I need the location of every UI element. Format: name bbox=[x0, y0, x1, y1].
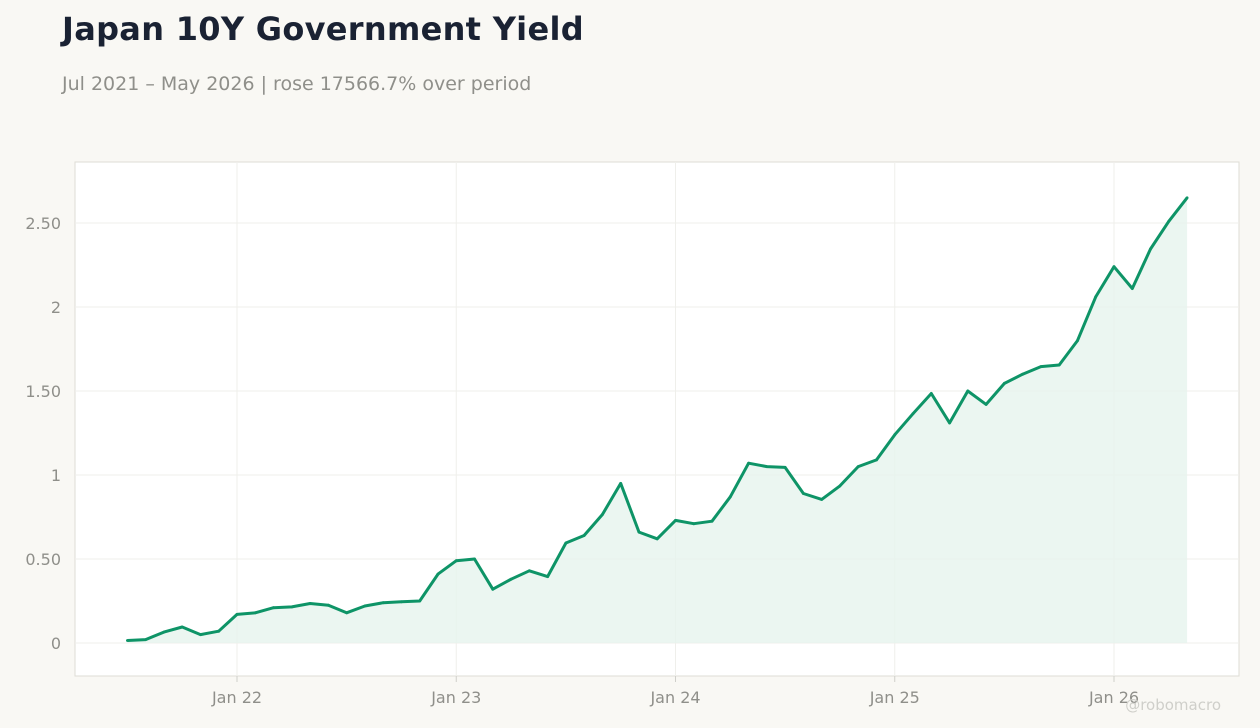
data-point bbox=[948, 421, 951, 425]
data-point bbox=[308, 602, 312, 605]
data-point bbox=[875, 458, 878, 462]
data-point bbox=[601, 513, 604, 516]
data-point bbox=[527, 569, 531, 573]
data-point bbox=[856, 465, 860, 468]
data-point bbox=[235, 613, 239, 616]
watermark: @robomacro bbox=[1125, 696, 1221, 714]
data-point bbox=[1076, 339, 1079, 342]
data-point bbox=[747, 461, 750, 465]
y-tick-label: 0 bbox=[51, 634, 61, 653]
data-point bbox=[984, 403, 988, 406]
x-tick-label: Jan 26 bbox=[1088, 688, 1139, 707]
data-point bbox=[966, 389, 970, 393]
series-area-fill bbox=[127, 197, 1188, 644]
data-point bbox=[1130, 287, 1134, 290]
chart-title: Japan 10Y Government Yield bbox=[62, 10, 584, 48]
data-point bbox=[454, 559, 458, 563]
data-point bbox=[692, 522, 696, 526]
data-point bbox=[893, 433, 897, 437]
data-point bbox=[783, 466, 787, 469]
data-point bbox=[710, 519, 714, 523]
data-point bbox=[911, 412, 915, 416]
data-point bbox=[1094, 295, 1098, 299]
chart-subtitle: Jul 2021 – May 2026 | rose 17566.7% over… bbox=[62, 73, 532, 95]
data-point bbox=[162, 630, 166, 634]
data-point bbox=[144, 638, 148, 641]
data-point bbox=[473, 557, 476, 561]
data-point bbox=[929, 392, 933, 395]
data-point bbox=[1039, 365, 1043, 368]
data-point bbox=[253, 611, 257, 615]
data-point bbox=[564, 541, 568, 545]
data-point bbox=[1003, 382, 1006, 385]
data-point bbox=[126, 639, 129, 642]
y-tick-label: 2 bbox=[51, 298, 61, 317]
data-point bbox=[1112, 265, 1116, 269]
data-point bbox=[327, 603, 330, 607]
data-point bbox=[1185, 196, 1189, 200]
x-tick-label: Jan 24 bbox=[649, 688, 700, 707]
data-point bbox=[363, 604, 367, 608]
data-point bbox=[1021, 372, 1024, 376]
data-point bbox=[381, 601, 385, 605]
y-tick-label: 1 bbox=[51, 466, 61, 485]
data-point bbox=[1057, 363, 1061, 367]
x-axis: Jan 22 Jan 23 Jan 24 Jan 25 Jan 26 bbox=[211, 676, 1139, 707]
data-point bbox=[838, 484, 842, 488]
data-point bbox=[436, 572, 440, 576]
data-point bbox=[674, 519, 677, 522]
data-point bbox=[199, 633, 202, 636]
data-point bbox=[1167, 219, 1171, 223]
data-point bbox=[345, 611, 348, 615]
data-point bbox=[619, 482, 623, 485]
data-point bbox=[546, 575, 549, 578]
y-tick-label: 1.50 bbox=[25, 382, 61, 401]
data-point bbox=[217, 629, 221, 633]
x-tick-label: Jan 25 bbox=[869, 688, 920, 707]
data-points bbox=[126, 196, 1189, 642]
data-point bbox=[728, 495, 732, 499]
data-point bbox=[418, 599, 422, 603]
data-point bbox=[509, 577, 513, 581]
data-point bbox=[802, 492, 805, 495]
data-point bbox=[290, 605, 294, 609]
y-tick-label: 0.50 bbox=[25, 550, 61, 569]
data-point bbox=[1149, 247, 1152, 251]
data-point bbox=[491, 587, 495, 591]
data-point bbox=[582, 534, 586, 537]
data-point bbox=[637, 530, 641, 534]
data-point bbox=[655, 537, 659, 541]
data-point bbox=[820, 498, 824, 501]
x-tick-label: Jan 23 bbox=[430, 688, 481, 707]
y-axis: 0 0.50 1 1.50 2 2.50 bbox=[25, 214, 61, 653]
data-point bbox=[400, 600, 403, 604]
x-tick-label: Jan 22 bbox=[211, 688, 262, 707]
y-tick-label: 2.50 bbox=[25, 214, 61, 233]
data-point bbox=[765, 465, 769, 468]
data-point bbox=[180, 625, 184, 629]
data-point bbox=[272, 606, 275, 610]
